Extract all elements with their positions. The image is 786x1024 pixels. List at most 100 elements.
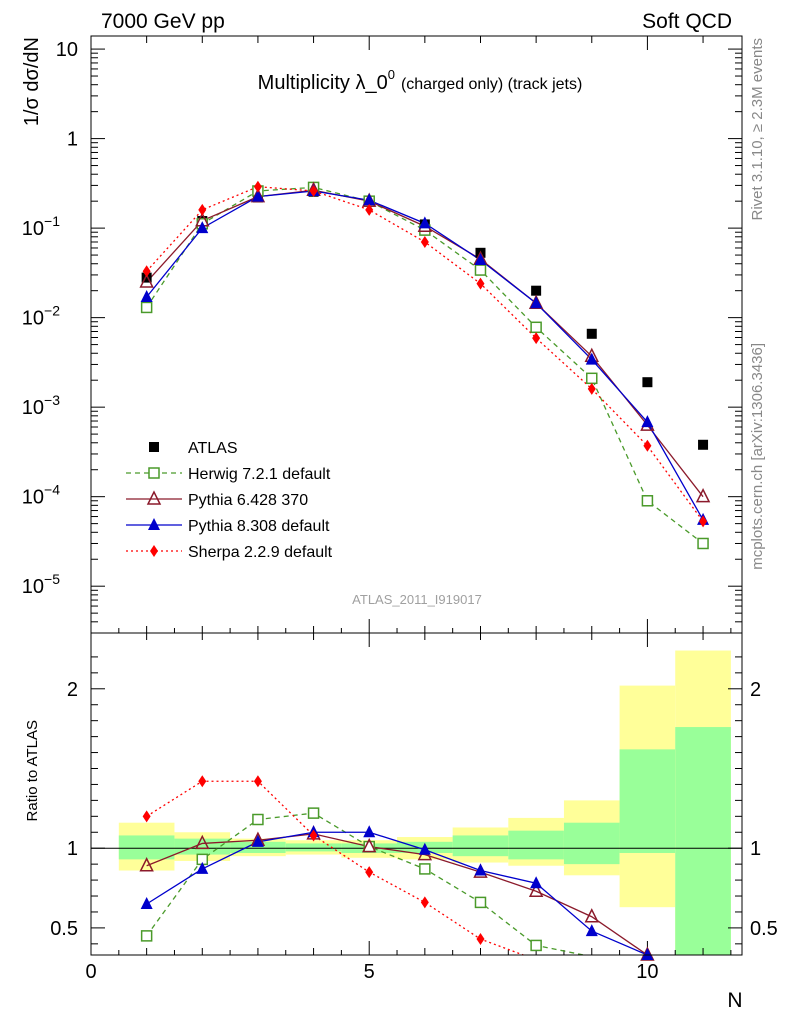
ratio-point-herwig-7-2-1-default xyxy=(307,807,320,819)
ratio-point-pythia-8-308-default xyxy=(251,834,264,847)
point-herwig-7-2-1-default xyxy=(474,264,487,276)
ratio-point-sherpa-2-2-9-default xyxy=(198,775,207,788)
header-left: 7000 GeV pp xyxy=(101,10,225,33)
ratio-point-pythia-8-308-default xyxy=(140,896,153,909)
legend-marker-atlas xyxy=(149,442,159,452)
point-herwig-7-2-1-default xyxy=(697,537,709,550)
legend-label-herwig-7-2-1-default: Herwig 7.2.1 default xyxy=(188,466,331,483)
y-axis-label: 1/σ dσ/dN xyxy=(21,37,43,126)
point-pythia-8-308-default xyxy=(641,415,654,428)
ratio-point-herwig-7-2-1-default xyxy=(474,896,487,909)
x-axis-label: N xyxy=(727,989,742,1012)
ratio-point-pythia-8-308-default xyxy=(363,825,376,838)
watermark: ATLAS_2011_I919017 xyxy=(352,592,482,607)
point-pythia-8-308-default xyxy=(363,193,376,206)
point-sherpa-2-2-9-default xyxy=(699,515,708,528)
ratio-point-pythia-6-428-370 xyxy=(584,908,599,923)
ratio-point-pythia-8-308-default xyxy=(641,948,654,960)
y-tick-label: 10−1 xyxy=(22,213,60,240)
y-tick-label: 10−5 xyxy=(22,571,60,598)
side-label-mcplots: mcplots.cern.ch [arXiv:1306.3436] xyxy=(749,343,766,570)
point-pythia-8-308-default xyxy=(530,296,543,309)
point-pythia-8-308-default xyxy=(140,290,153,303)
x-tick-label: 5 xyxy=(364,961,375,983)
ratio-point-herwig-7-2-1-default xyxy=(252,813,264,826)
point-sherpa-2-2-9-default xyxy=(198,203,207,216)
point-pythia-6-428-370 xyxy=(139,273,154,288)
ratio-point-sherpa-2-2-9-default xyxy=(142,810,151,823)
point-sherpa-2-2-9-default xyxy=(532,332,541,345)
band-inner xyxy=(174,838,231,855)
title-subtitle: (charged only) (track jets) xyxy=(401,76,582,93)
band-inner xyxy=(452,835,509,857)
y-tick-label: 10−2 xyxy=(22,303,60,330)
ratio-y-tick-label: 0.5 xyxy=(50,918,78,940)
legend-marker-pythia-6-428-370 xyxy=(146,490,162,505)
ratio-point-sherpa-2-2-9-default xyxy=(309,829,318,842)
band-inner xyxy=(285,843,342,852)
ratio-y-tick-label: 2 xyxy=(67,679,78,701)
point-atlas xyxy=(698,439,709,450)
ratio-y-tick-label-right: 1 xyxy=(750,838,761,860)
point-sherpa-2-2-9-default xyxy=(643,439,652,452)
ratio-point-sherpa-2-2-9-default xyxy=(476,933,485,946)
legend-label-pythia-6-428-370: Pythia 6.428 370 xyxy=(188,492,308,509)
plot-title: Multiplicity λ_00(charged only) (track j… xyxy=(258,67,583,94)
point-herwig-7-2-1-default xyxy=(140,301,153,314)
ratio-point-pythia-8-308-default xyxy=(530,876,543,889)
band-inner xyxy=(118,835,175,860)
ratio-point-pythia-8-308-default xyxy=(585,924,598,937)
ratio-point-pythia-8-308-default xyxy=(474,863,487,876)
ratio-line-pythia-6-428-370 xyxy=(146,833,648,956)
ratio-point-pythia-6-428-370 xyxy=(528,882,544,897)
ratio-point-sherpa-2-2-9-default xyxy=(420,896,429,909)
legend-marker-pythia-8-308-default xyxy=(148,518,160,530)
point-atlas xyxy=(642,377,653,388)
point-sherpa-2-2-9-default xyxy=(142,265,151,278)
y-tick-label: 10−4 xyxy=(22,482,60,509)
point-pythia-6-428-370 xyxy=(695,487,711,503)
ratio-y-tick-label-right: 0.5 xyxy=(750,918,778,940)
band-inner xyxy=(230,841,286,853)
y-tick-label: 10 xyxy=(56,39,78,61)
point-pythia-8-308-default xyxy=(418,216,431,229)
ratio-point-sherpa-2-2-9-default xyxy=(253,775,262,788)
point-pythia-8-308-default xyxy=(585,352,598,365)
point-herwig-7-2-1-default xyxy=(530,321,542,334)
ratio-point-herwig-7-2-1-default xyxy=(140,930,153,942)
ratio-y-tick-label-right: 2 xyxy=(750,679,761,701)
band-inner xyxy=(563,822,620,865)
ratio-point-pythia-6-428-370 xyxy=(361,837,377,853)
ratio-point-pythia-6-428-370 xyxy=(139,857,154,872)
point-pythia-8-308-default xyxy=(196,221,209,234)
series-markers xyxy=(139,180,711,961)
ratio-line-pythia-8-308-default xyxy=(146,831,648,956)
ratio-point-herwig-7-2-1-default xyxy=(419,863,431,875)
legend: ATLAS Herwig 7.2.1 default Pythia 6.428 37… xyxy=(126,440,333,561)
band-inner xyxy=(619,749,676,853)
uncertainty-bands xyxy=(118,650,731,955)
ratio-y-tick-label: 1 xyxy=(67,838,78,860)
legend-label-sherpa-2-2-9-default: Sherpa 2.2.9 default xyxy=(188,544,333,561)
point-sherpa-2-2-9-default xyxy=(587,382,596,395)
point-atlas xyxy=(141,272,152,283)
legend-marker-herwig-7-2-1-default xyxy=(148,467,160,479)
ratio-point-pythia-8-308-default xyxy=(418,842,431,855)
point-atlas xyxy=(586,328,597,339)
point-herwig-7-2-1-default xyxy=(641,495,654,507)
point-sherpa-2-2-9-default xyxy=(253,180,262,193)
ratio-point-sherpa-2-2-9-default xyxy=(365,866,374,879)
legend-label-pythia-8-308-default: Pythia 8.308 default xyxy=(188,518,330,535)
header-right: Soft QCD xyxy=(642,10,732,33)
x-tick-label: 0 xyxy=(85,961,96,983)
legend-marker-sherpa-2-2-9-default xyxy=(150,545,158,557)
ratio-y-axis-label: Ratio to ATLAS xyxy=(24,720,41,821)
point-sherpa-2-2-9-default xyxy=(309,184,318,197)
point-sherpa-2-2-9-default xyxy=(365,203,374,216)
ratio-point-herwig-7-2-1-default xyxy=(530,939,542,952)
point-sherpa-2-2-9-default xyxy=(420,235,429,248)
band-inner xyxy=(508,830,564,860)
point-pythia-8-308-default xyxy=(474,253,487,266)
point-herwig-7-2-1-default xyxy=(586,372,598,385)
